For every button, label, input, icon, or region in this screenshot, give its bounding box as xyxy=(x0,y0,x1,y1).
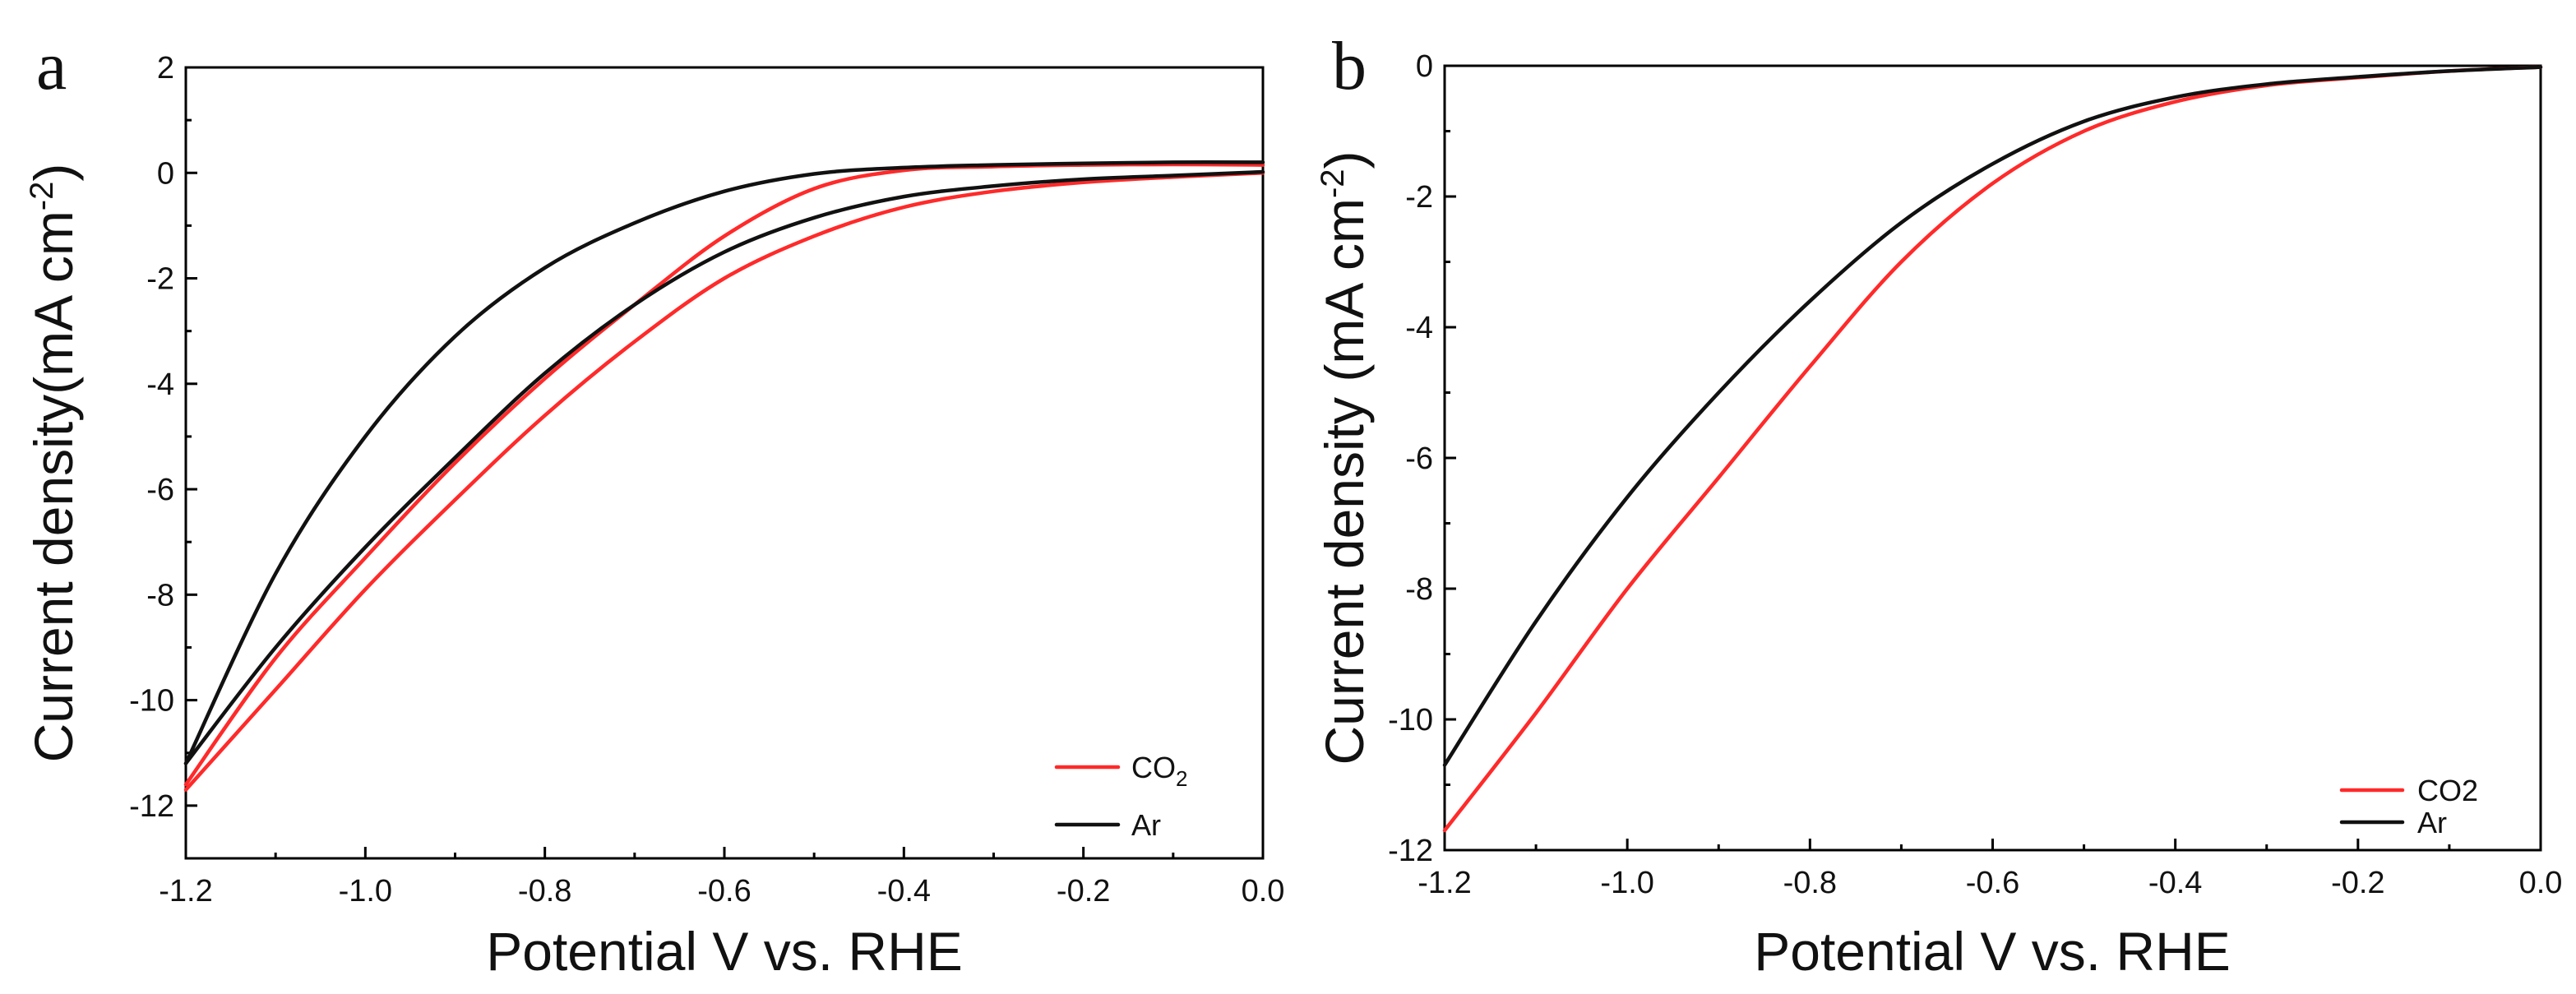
panel-a-x-tick-label: -1.0 xyxy=(339,874,392,908)
panel-b-x-tick-label: -1.2 xyxy=(1417,866,1471,900)
panel-b-x-tick-label: -0.2 xyxy=(2331,866,2384,900)
panel-a-x-tick-label: -0.4 xyxy=(877,874,931,908)
panel-a-y-tick-label: -12 xyxy=(129,789,174,824)
panel-a-x-tick-label: -0.8 xyxy=(518,874,571,908)
panel-a-y-tick-label: 0 xyxy=(157,156,174,191)
panel-a-y-tick-label: -8 xyxy=(146,578,174,613)
panel-a-legend-co2-sub: 2 xyxy=(1176,766,1187,791)
panel-a-x-tick-label: -1.2 xyxy=(159,874,212,908)
panel-b-x-tick-label: 0.0 xyxy=(2519,866,2563,900)
panel-a-series xyxy=(183,160,1265,792)
panel-b-y-tick-label: -12 xyxy=(1388,834,1433,868)
panel-a-ticks: -1.2 -1.0 -0.8 -0.6 -0.4 -0.2 0.0 -12 -10 -8 -6 -4 -… xyxy=(129,51,1284,908)
panel-b-legend-ar-label: Ar xyxy=(2417,806,2447,839)
panel-a-y-tick-label: -6 xyxy=(146,473,174,507)
panel-b: b -1.2 -1.0 -0.8 -0.6 -0.4 -0.2 0.0-12-10-8-6-… xyxy=(1314,28,2562,982)
panel-a-x-tick-label: 0.0 xyxy=(1242,874,1285,908)
panel-a-series-co2-0 xyxy=(183,171,1265,792)
panel-b-legend-co2-label: CO2 xyxy=(2417,774,2478,807)
panel-a: a -1.2 -1.0 -0.8 -0.6 -0.4 -0.2 0.0-12-10-8-6-… xyxy=(23,28,1284,982)
panel-b-y-axis-title-end: ) xyxy=(1314,150,1375,169)
panel-a-series-co2-1 xyxy=(183,162,1265,787)
panel-b-y-axis-title-main: Current density (mA cm xyxy=(1314,198,1375,765)
panel-b-legend: CO2 Ar xyxy=(2339,774,2478,839)
panel-a-y-axis-title-end: ) xyxy=(23,164,84,182)
panel-b-x-tick-label: -1.0 xyxy=(1600,866,1653,900)
panel-a-x-axis-title: Potential V vs. RHE xyxy=(486,921,963,982)
panel-b-y-axis-title: Current density (mA cm-2) xyxy=(1314,150,1375,765)
panel-b-y-tick-label: -6 xyxy=(1405,442,1433,476)
panel-a-series-ar-2 xyxy=(183,169,1265,765)
panel-b-x-tick-label: -0.8 xyxy=(1783,866,1837,900)
panel-a-y-tick-label: -2 xyxy=(146,262,174,297)
panel-a-y-tick-label: 2 xyxy=(157,51,174,86)
panel-b-y-tick-label: -2 xyxy=(1405,180,1433,215)
panel-b-y-tick-label: 0 xyxy=(1416,49,1433,84)
panel-b-letter: b xyxy=(1332,28,1367,104)
panel-a-y-axis-title: Current density(mA cm-2) xyxy=(23,164,84,763)
panel-b-series-ar-1 xyxy=(1442,65,2543,767)
panel-a-legend-co2-label: CO2 xyxy=(1131,751,1187,791)
panel-b-x-axis-title: Potential V vs. RHE xyxy=(1754,921,2231,982)
panel-a-legend-ar-label: Ar xyxy=(1131,808,1161,842)
panel-b-y-axis-title-sup: -2 xyxy=(1315,169,1351,198)
panel-a-x-tick-label: -0.6 xyxy=(697,874,751,908)
panel-b-x-tick-label: -0.4 xyxy=(2148,866,2202,900)
panel-b-x-tick-label: -0.6 xyxy=(1966,866,2019,900)
panel-a-y-tick-label: -4 xyxy=(146,368,174,402)
panel-a-series-ar-3 xyxy=(183,160,1265,765)
panel-b-series xyxy=(1442,65,2543,833)
panel-b-y-tick-label: -4 xyxy=(1405,311,1433,345)
panel-b-series-co2-0 xyxy=(1442,65,2543,833)
panel-b-ticks: -1.2 -1.0 -0.8 -0.6 -0.4 -0.2 0.0 -12 -10 -8 -6 -4 -… xyxy=(1388,49,2562,900)
panel-a-letter: a xyxy=(36,28,67,104)
panel-a-y-axis-title-main: Current density(mA cm xyxy=(23,210,84,762)
panel-b-y-tick-label: -10 xyxy=(1388,703,1433,737)
panel-b-y-tick-label: -8 xyxy=(1405,572,1433,607)
panel-a-legend-co2-main: CO xyxy=(1131,751,1176,784)
panel-a-y-axis-title-sup: -2 xyxy=(24,182,60,211)
panel-a-y-tick-label: -10 xyxy=(129,684,174,719)
panel-a-x-tick-label: -0.2 xyxy=(1057,874,1110,908)
panel-a-legend: CO2 Ar xyxy=(1054,751,1187,842)
